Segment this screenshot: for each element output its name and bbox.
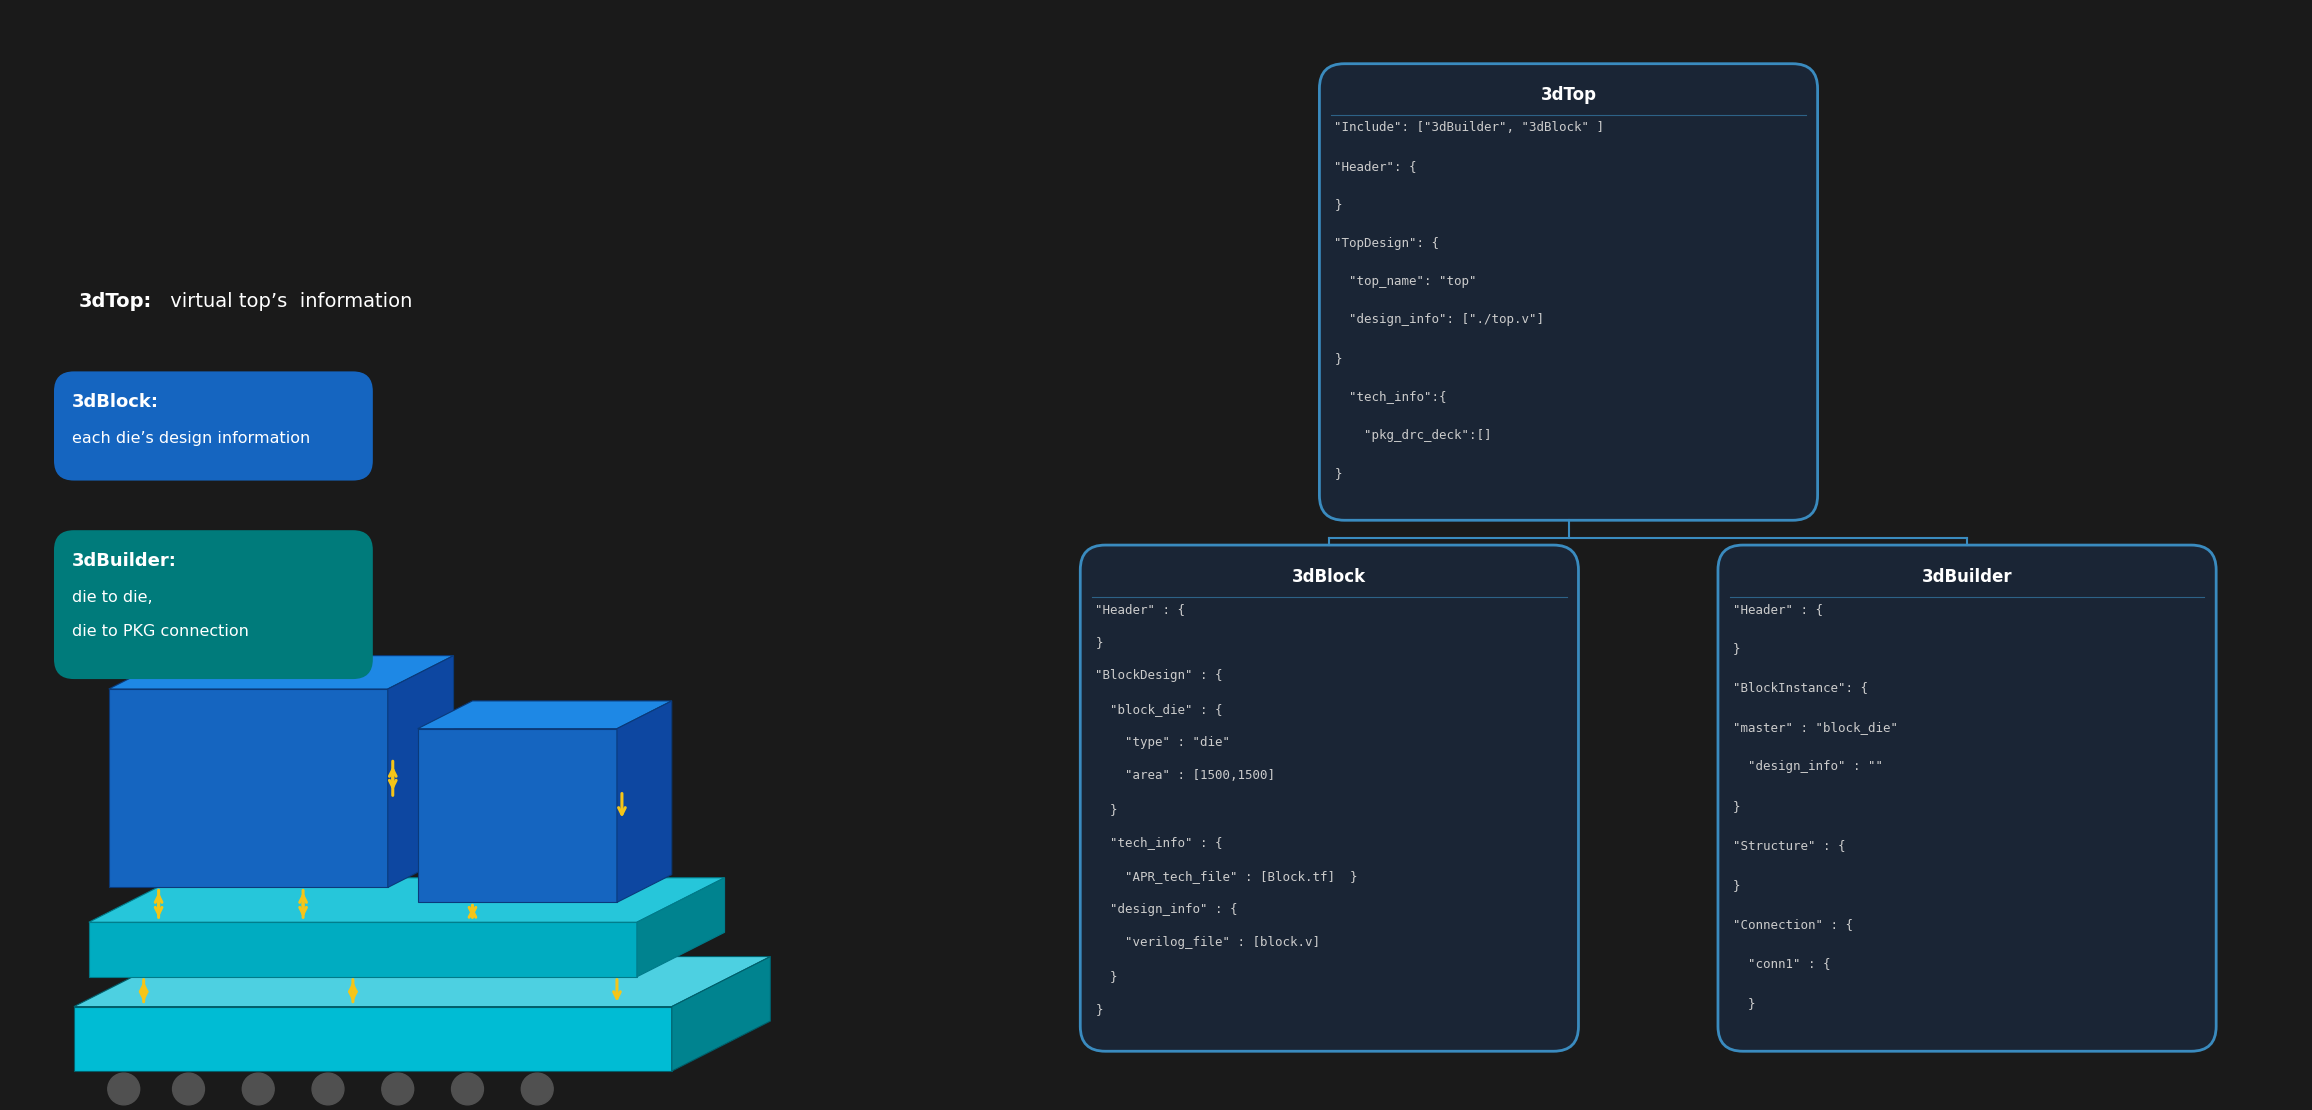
FancyBboxPatch shape [1718, 545, 2217, 1051]
Polygon shape [617, 700, 673, 902]
FancyBboxPatch shape [1080, 545, 1579, 1051]
Text: virtual top’s  information: virtual top’s information [164, 292, 412, 312]
Polygon shape [109, 656, 453, 689]
Text: 3dTop: 3dTop [1540, 87, 1598, 104]
Text: "Connection" : {: "Connection" : { [1734, 918, 1852, 931]
Text: }: } [1334, 198, 1341, 211]
Polygon shape [673, 957, 770, 1071]
Text: 3dBuilder: 3dBuilder [1921, 568, 2011, 586]
Text: "design_info": ["./top.v"]: "design_info": ["./top.v"] [1334, 313, 1544, 326]
Bar [418, 728, 617, 902]
Text: "TopDesign": {: "TopDesign": { [1334, 236, 1440, 250]
Circle shape [520, 1073, 553, 1104]
Text: "Header": {: "Header": { [1334, 160, 1417, 173]
Polygon shape [74, 957, 770, 1007]
Text: die to die,: die to die, [72, 589, 153, 605]
Text: }: } [1734, 800, 1741, 813]
Text: }: } [1096, 803, 1117, 816]
Text: }: } [1096, 636, 1103, 649]
Bar [109, 689, 388, 888]
Text: "block_die" : {: "block_die" : { [1096, 703, 1223, 716]
Text: }: } [1096, 970, 1117, 982]
Text: "verilog_file" : [block.v]: "verilog_file" : [block.v] [1096, 936, 1320, 949]
Text: "BlockDesign" : {: "BlockDesign" : { [1096, 669, 1223, 683]
Circle shape [243, 1073, 275, 1104]
Text: "type" : "die": "type" : "die" [1096, 736, 1230, 749]
Text: }: } [1096, 1003, 1103, 1016]
Text: "master" : "block_die": "master" : "block_die" [1734, 720, 1898, 734]
FancyBboxPatch shape [1320, 63, 1817, 521]
Text: "tech_info":{: "tech_info":{ [1334, 390, 1447, 403]
Text: "Structure" : {: "Structure" : { [1734, 839, 1845, 852]
Text: "area" : [1500,1500]: "area" : [1500,1500] [1096, 769, 1276, 783]
Bar [88, 922, 636, 977]
Text: 3dBlock:: 3dBlock: [72, 393, 160, 411]
Circle shape [173, 1073, 203, 1104]
Text: "Header" : {: "Header" : { [1096, 603, 1186, 616]
Text: "APR_tech_file" : [Block.tf]  }: "APR_tech_file" : [Block.tf] } [1096, 869, 1357, 882]
Circle shape [312, 1073, 344, 1104]
Text: die to PKG connection: die to PKG connection [72, 625, 250, 639]
Text: }: } [1334, 467, 1341, 480]
Circle shape [381, 1073, 414, 1104]
Polygon shape [388, 656, 453, 888]
Text: "Header" : {: "Header" : { [1734, 603, 1822, 616]
Bar [74, 1007, 673, 1071]
FancyBboxPatch shape [53, 372, 372, 481]
Text: }: } [1734, 642, 1741, 655]
Text: 3dBuilder:: 3dBuilder: [72, 552, 176, 571]
Text: "design_info" : "": "design_info" : "" [1734, 760, 1882, 774]
Text: }: } [1734, 997, 1755, 1010]
Polygon shape [418, 700, 673, 728]
Polygon shape [88, 878, 724, 922]
Text: "design_info" : {: "design_info" : { [1096, 902, 1237, 916]
Text: "conn1" : {: "conn1" : { [1734, 958, 1831, 970]
Text: "tech_info" : {: "tech_info" : { [1096, 836, 1223, 849]
Text: "BlockInstance": {: "BlockInstance": { [1734, 682, 1868, 695]
Text: 3dBlock: 3dBlock [1292, 568, 1366, 586]
Polygon shape [636, 878, 724, 977]
Text: 3dTop:: 3dTop: [79, 292, 153, 312]
Text: }: } [1334, 352, 1341, 365]
FancyBboxPatch shape [53, 531, 372, 679]
Text: each die’s design information: each die’s design information [72, 431, 310, 446]
Text: "Include": ["3dBuilder", "3dBlock" ]: "Include": ["3dBuilder", "3dBlock" ] [1334, 121, 1605, 134]
Text: }: } [1734, 879, 1741, 891]
Text: "top_name": "top": "top_name": "top" [1334, 275, 1477, 287]
Circle shape [451, 1073, 483, 1104]
Circle shape [109, 1073, 139, 1104]
Text: "pkg_drc_deck":[]: "pkg_drc_deck":[] [1334, 428, 1491, 442]
